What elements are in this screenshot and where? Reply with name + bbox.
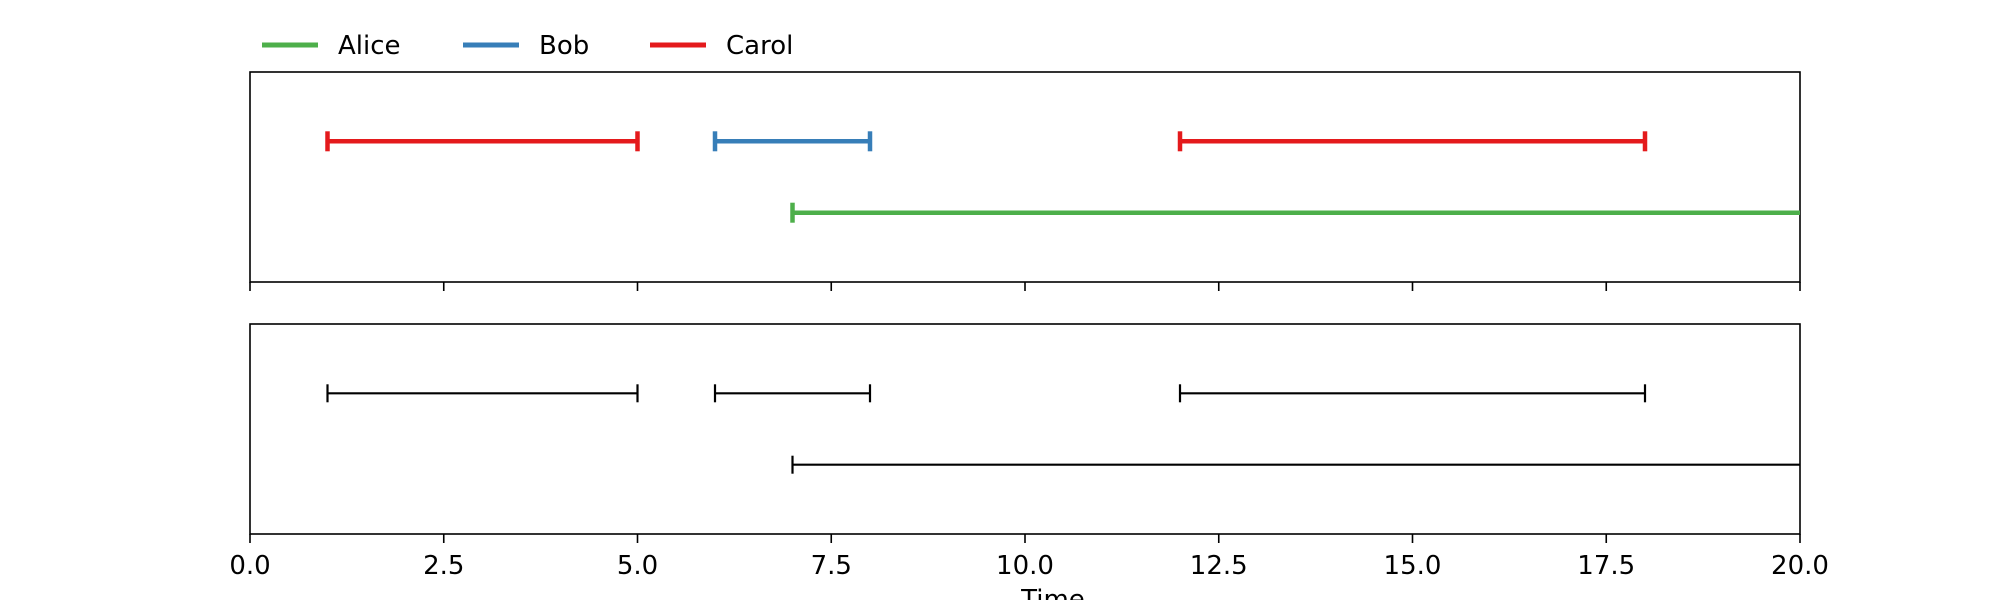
interval-bar <box>790 202 1800 223</box>
interval-bar <box>1177 131 1648 152</box>
chart-panels: 0.0 2.5 5.0 7.5 10.0 12.5 15.0 17.5 20.0 <box>229 71 1829 581</box>
x-tick-label: 5.0 <box>617 551 658 581</box>
panel-frame <box>249 323 1801 535</box>
interval-bar <box>791 455 1800 474</box>
legend-label-carol: Carol <box>726 31 793 61</box>
interval-bar <box>325 131 640 152</box>
x-tick-label: 15.0 <box>1384 551 1442 581</box>
legend-label-bob: Bob <box>539 31 589 61</box>
x-tick-label: 7.5 <box>811 551 852 581</box>
interval-bar <box>713 384 872 403</box>
x-tick-label: 17.5 <box>1577 551 1635 581</box>
x-tick-label: 12.5 <box>1190 551 1248 581</box>
x-tick-label: 10.0 <box>996 551 1054 581</box>
legend-label-alice: Alice <box>338 31 401 61</box>
panel-colored <box>249 71 1801 291</box>
x-tick-label: 20.0 <box>1771 551 1829 581</box>
x-axis-label: Time <box>1020 585 1085 600</box>
legend: Alice Bob Carol <box>262 31 793 61</box>
panel-black: 0.0 2.5 5.0 7.5 10.0 12.5 15.0 17.5 20.0 <box>229 323 1829 581</box>
x-tick-label: 2.5 <box>423 551 464 581</box>
interval-bar <box>326 384 639 403</box>
x-tick-label: 0.0 <box>229 551 270 581</box>
interval-bar <box>1178 384 1647 403</box>
interval-bar <box>712 131 873 152</box>
panel-frame <box>249 71 1801 283</box>
